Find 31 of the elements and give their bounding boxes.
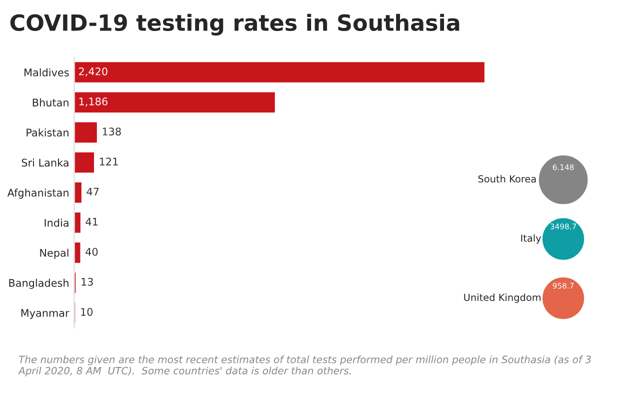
chart-title: COVID-19 testing rates in Southasia [10,14,460,36]
y-tick-label: Nepal [40,248,68,259]
y-tick-label: Pakistan [26,128,68,137]
bar [74,60,486,84]
bar [74,150,96,174]
bar [74,241,82,264]
y-tick-label: Bhutan [32,98,68,106]
data-label: 121 [100,158,118,166]
y-tick-label: Afghanistan [7,188,68,199]
data-label: 2,420 [79,67,108,76]
bar [74,120,98,144]
bar [74,181,83,204]
y-tick-label: India [44,218,68,227]
y-tick-label: Bangladesh [9,278,68,289]
data-label: 138 [102,128,121,136]
bar [74,211,82,234]
data-label: 47 [86,188,99,196]
y-tick-label: Sri Lanka [22,158,68,167]
data-label: 1,186 [79,98,108,106]
data-label: 41 [86,218,98,226]
category-label: United Kingdom [464,294,541,303]
bar [74,90,276,114]
y-tick-label: Myanmar [21,309,70,319]
data-label: 13 [82,278,93,286]
bar [74,271,78,294]
text: The numbers given are the most recent estimates of total tests performed per million people in Southasia (as of 3 April 2020, 8 AM UTC). Some countries' data is older than others. [18,356,591,376]
category-label: South Korea [478,175,536,183]
data-label: 10 [81,308,93,316]
y-tick-label: Maldives [24,68,69,76]
data-label: 40 [86,248,98,256]
category-label: Italy [521,234,542,244]
